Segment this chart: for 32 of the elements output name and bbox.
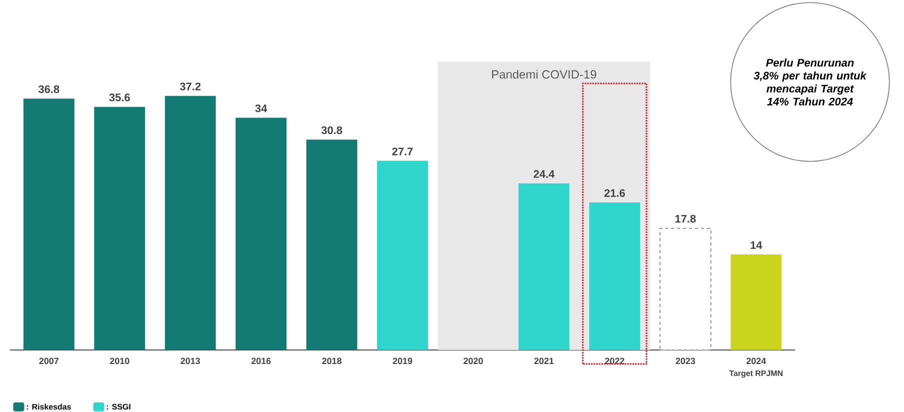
- x-tick-label: 2023: [676, 358, 696, 364]
- data-label: 21.6: [604, 189, 625, 197]
- data-label: 17.8: [675, 214, 696, 223]
- bar: [306, 140, 358, 350]
- bar: [730, 254, 782, 350]
- bar: [164, 96, 216, 350]
- data-label: 34: [255, 104, 268, 112]
- data-label: 24.4: [534, 170, 555, 178]
- x-tick-label: 2024: [746, 358, 766, 364]
- x-tick-label: 2010: [110, 358, 130, 364]
- bar: [94, 106, 146, 350]
- x-tick-label: 2020: [464, 358, 483, 364]
- bar: [236, 118, 287, 350]
- x-tick-label: 2013: [180, 358, 200, 364]
- bar: [518, 183, 570, 350]
- x-tick-label: 2016: [251, 358, 271, 364]
- x-tick-label: 2018: [322, 358, 342, 364]
- bar: [589, 202, 640, 350]
- band-label: Pandemi COVID-19: [492, 70, 596, 79]
- bar: [377, 160, 428, 350]
- data-label: 30.8: [321, 126, 342, 134]
- data-label: 27.7: [392, 148, 413, 156]
- data-label: 14: [750, 241, 762, 249]
- data-label: 35.6: [109, 94, 130, 102]
- annotation: Perlu Penurunan 3,8% per tahun untuk mencapai Target 14% Tahun 2024: [754, 58, 867, 106]
- bar: [23, 98, 74, 350]
- x-tick-label: 2007: [39, 358, 58, 364]
- data-label: 37.2: [180, 82, 201, 90]
- x-tick-label: 2019: [392, 358, 412, 364]
- bar: [659, 228, 712, 350]
- x-tick-label: 2021: [534, 358, 554, 364]
- data-label: 36.8: [38, 85, 60, 94]
